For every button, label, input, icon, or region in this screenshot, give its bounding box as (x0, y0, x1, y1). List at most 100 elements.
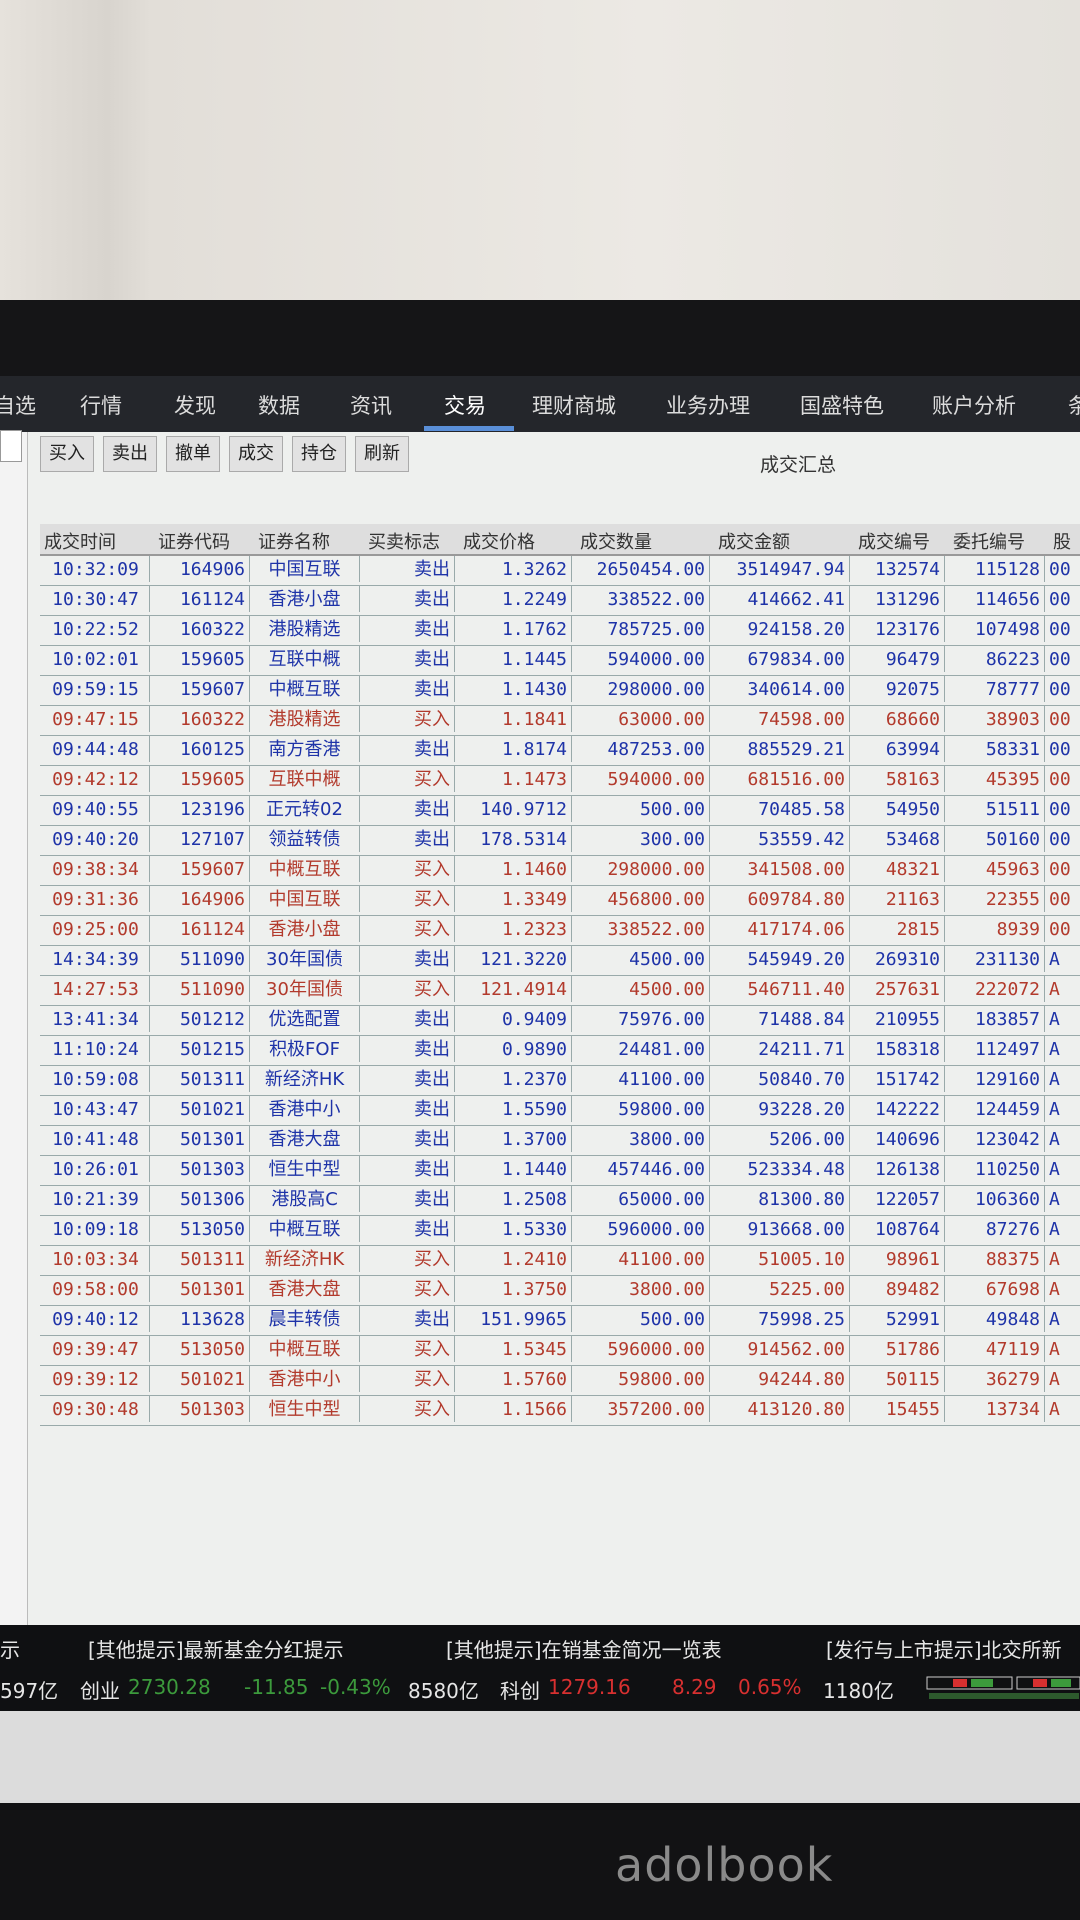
column-header[interactable]: 成交时间 (44, 532, 116, 553)
column-header[interactable]: 成交数量 (580, 532, 652, 553)
table-row[interactable]: 09:39:12 501021 香港中小 买入 1.5760 59800.00 94244.… (40, 1366, 1080, 1396)
table-row[interactable]: 10:41:48 501301 香港大盘 卖出 1.3700 3800.00 5206.00… (40, 1126, 1080, 1156)
column-header[interactable]: 股 (1053, 532, 1071, 553)
ticker-item[interactable]: [发行与上市提示]北交所新 (826, 1638, 1062, 1662)
nav-tab-8[interactable]: 国盛特色 (800, 394, 884, 418)
cell: 63994 (850, 736, 945, 762)
cell: 53468 (850, 826, 945, 852)
nav-tab-7[interactable]: 业务办理 (666, 394, 750, 418)
table-row[interactable]: 10:09:18 513050 中概互联 卖出 1.5330 596000.00 91366… (40, 1216, 1080, 1246)
nav-tab-4[interactable]: 资讯 (350, 394, 392, 418)
cell: 107498 (945, 616, 1045, 642)
cell: 10:22:52 (42, 616, 150, 642)
table-row[interactable]: 09:25:00 161124 香港小盘 买入 1.2323 338522.00 41717… (40, 916, 1080, 946)
cell: 50160 (945, 826, 1045, 852)
deals-button[interactable]: 成交 (229, 436, 283, 472)
cell: 正元转02 (250, 796, 360, 822)
nav-tab-9[interactable]: 账户分析 (932, 394, 1016, 418)
cell: 45963 (945, 856, 1045, 882)
left-panel-input[interactable] (0, 430, 22, 462)
table-row[interactable]: 10:59:08 501311 新经济HK 卖出 1.2370 41100.00 50840… (40, 1066, 1080, 1096)
column-header[interactable]: 成交编号 (858, 532, 930, 553)
cell: 中国互联 (250, 886, 360, 912)
nav-tab-1[interactable]: 行情 (80, 394, 122, 418)
table-row[interactable]: 09:44:48 160125 南方香港 卖出 1.8174 487253.00 88552… (40, 736, 1080, 766)
cell: 24481.00 (572, 1036, 710, 1062)
nav-tab-10[interactable]: 条 (1068, 394, 1080, 418)
table-row[interactable]: 10:21:39 501306 港股高C 卖出 1.2508 65000.00 81300.… (40, 1186, 1080, 1216)
cell: 160125 (150, 736, 250, 762)
nav-tab-2[interactable]: 发现 (174, 394, 216, 418)
chuangye-value: 2730.28 (128, 1675, 211, 1699)
ticker-item[interactable]: [其他提示]在销基金简况一览表 (446, 1638, 722, 1662)
cell: 50115 (850, 1366, 945, 1392)
cell: 买入 (360, 766, 455, 792)
table-row[interactable]: 09:38:34 159607 中概互联 买入 1.1460 298000.00 34150… (40, 856, 1080, 886)
table-row[interactable]: 10:32:09 164906 中国互联 卖出 1.3262 2650454.00 3514… (40, 556, 1080, 586)
cell: 501311 (150, 1246, 250, 1272)
laptop-bezel-top (0, 300, 1080, 376)
cell: 140696 (850, 1126, 945, 1152)
table-row[interactable]: 10:22:52 160322 港股精选 卖出 1.1762 785725.00 92415… (40, 616, 1080, 646)
ticker-item[interactable]: 示 (0, 1638, 20, 1662)
table-row[interactable]: 09:59:15 159607 中概互联 卖出 1.1430 298000.00 34061… (40, 676, 1080, 706)
table-row[interactable]: 10:26:01 501303 恒生中型 卖出 1.1440 457446.00 52333… (40, 1156, 1080, 1186)
cell: 501311 (150, 1066, 250, 1092)
table-row[interactable]: 11:10:24 501215 积极FOF 卖出 0.9890 24481.00 24211… (40, 1036, 1080, 1066)
table-row[interactable]: 09:47:15 160322 港股精选 买入 1.1841 63000.00 74598.… (40, 706, 1080, 736)
buy-button[interactable]: 买入 (40, 436, 94, 472)
cell: 0.9409 (455, 1006, 572, 1032)
table-row[interactable]: 09:58:00 501301 香港大盘 买入 1.3750 3800.00 5225.00… (40, 1276, 1080, 1306)
cell: 8939 (945, 916, 1045, 942)
cell: 互联中概 (250, 766, 360, 792)
cell: A (1045, 1186, 1080, 1212)
sell-button[interactable]: 卖出 (103, 436, 157, 472)
table-row[interactable]: 10:30:47 161124 香港小盘 卖出 1.2249 338522.00 41466… (40, 586, 1080, 616)
positions-button[interactable]: 持仓 (292, 436, 346, 472)
table-row[interactable]: 09:40:20 127107 领益转债 卖出 178.5314 300.00 53559.… (40, 826, 1080, 856)
table-row[interactable]: 14:27:53 511090 30年国债 买入 121.4914 4500.00 5467… (40, 976, 1080, 1006)
cell: 487253.00 (572, 736, 710, 762)
column-header[interactable]: 成交金额 (718, 532, 790, 553)
cell: 222072 (945, 976, 1045, 1002)
table-row[interactable]: 14:34:39 511090 30年国债 卖出 121.3220 4500.00 5459… (40, 946, 1080, 976)
nav-tab-5[interactable]: 交易 (444, 394, 486, 418)
nav-tab-3[interactable]: 数据 (258, 394, 300, 418)
cell: 1.5590 (455, 1096, 572, 1122)
table-row[interactable]: 10:02:01 159605 互联中概 卖出 1.1445 594000.00 67983… (40, 646, 1080, 676)
cell: 香港大盘 (250, 1126, 360, 1152)
table-row[interactable]: 10:03:34 501311 新经济HK 买入 1.2410 41100.00 51005… (40, 1246, 1080, 1276)
chuangye-label[interactable]: 创业 (80, 1679, 120, 1703)
cell: 3800.00 (572, 1276, 710, 1302)
kechuang-label[interactable]: 科创 (500, 1679, 540, 1703)
table-row[interactable]: 09:39:47 513050 中概互联 买入 1.5345 596000.00 91456… (40, 1336, 1080, 1366)
column-header[interactable]: 委托编号 (953, 532, 1025, 553)
column-header[interactable]: 买卖标志 (368, 532, 440, 553)
nav-tab-6[interactable]: 理财商城 (532, 394, 616, 418)
nav-tab-0[interactable]: 自选 (0, 394, 36, 418)
cell: 129160 (945, 1066, 1045, 1092)
ticker-item[interactable]: [其他提示]最新基金分红提示 (88, 1638, 344, 1662)
cell: 恒生中型 (250, 1396, 360, 1422)
column-header[interactable]: 证券代码 (158, 532, 230, 553)
column-header[interactable]: 成交价格 (463, 532, 535, 553)
table-row[interactable]: 09:31:36 164906 中国互联 买入 1.3349 456800.00 60978… (40, 886, 1080, 916)
cell: 中概互联 (250, 856, 360, 882)
cell: 晨丰转债 (250, 1306, 360, 1332)
table-row[interactable]: 09:40:55 123196 正元转02 卖出 140.9712 500.00 70485… (40, 796, 1080, 826)
table-row[interactable]: 09:42:12 159605 互联中概 买入 1.1473 594000.00 68151… (40, 766, 1080, 796)
cell: 159607 (150, 856, 250, 882)
cell: 501301 (150, 1276, 250, 1302)
cell: 1.1841 (455, 706, 572, 732)
cancel-order-button[interactable]: 撤单 (166, 436, 220, 472)
table-row[interactable]: 09:30:48 501303 恒生中型 买入 1.1566 357200.00 41312… (40, 1396, 1080, 1426)
refresh-button[interactable]: 刷新 (355, 436, 409, 472)
table-row[interactable]: 10:43:47 501021 香港中小 卖出 1.5590 59800.00 93228.… (40, 1096, 1080, 1126)
table-row[interactable]: 13:41:34 501212 优选配置 卖出 0.9409 75976.00 71488.… (40, 1006, 1080, 1036)
table-row[interactable]: 09:40:12 113628 晨丰转债 卖出 151.9965 500.00 75998.… (40, 1306, 1080, 1336)
cell: 124459 (945, 1096, 1045, 1122)
cell: 151.9965 (455, 1306, 572, 1332)
cell: 65000.00 (572, 1186, 710, 1212)
column-header[interactable]: 证券名称 (258, 532, 330, 553)
cell: 2650454.00 (572, 556, 710, 582)
